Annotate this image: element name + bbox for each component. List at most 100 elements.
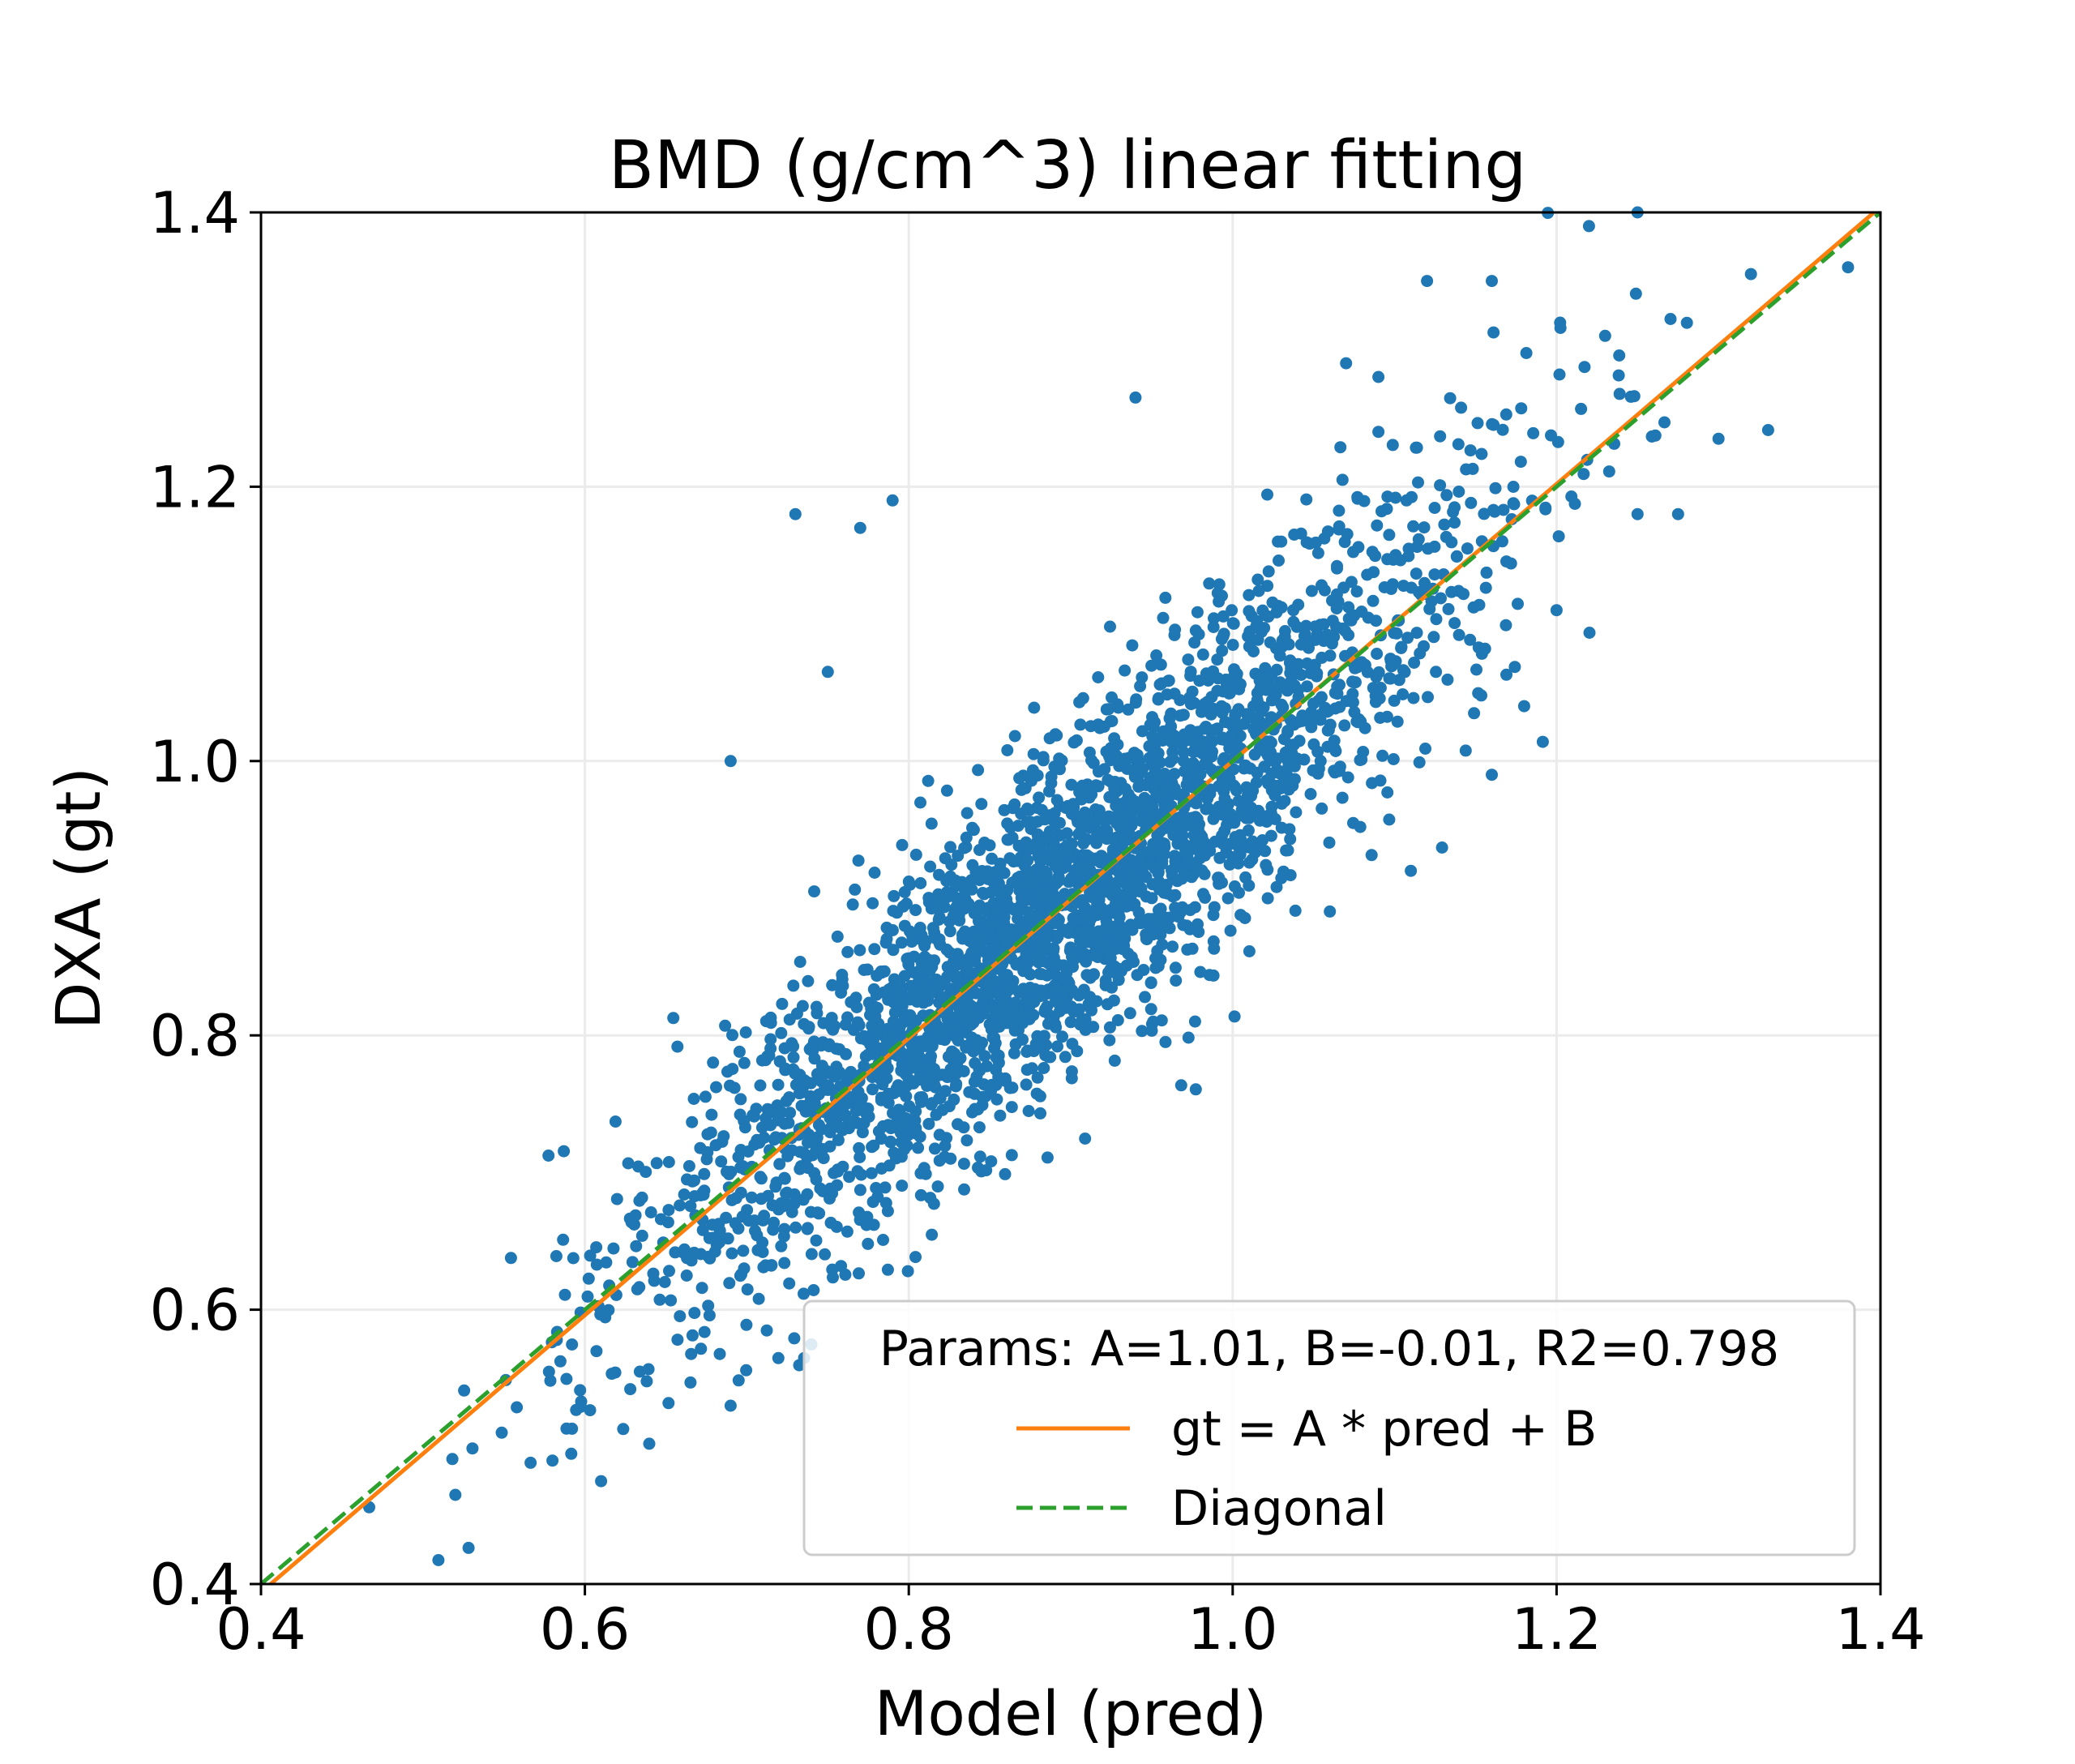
scatter-point xyxy=(1407,691,1420,704)
scatter-point xyxy=(1457,588,1470,601)
scatter-point xyxy=(1154,658,1167,671)
scatter-point xyxy=(729,1217,742,1230)
scatter-point xyxy=(1412,533,1425,546)
scatter-point xyxy=(1005,931,1018,944)
scatter-point xyxy=(951,958,964,971)
scatter-point xyxy=(787,1051,800,1064)
scatter-point xyxy=(1182,1031,1195,1044)
scatter-point xyxy=(1243,605,1256,618)
scatter-point xyxy=(856,1126,869,1139)
scatter-point xyxy=(841,1225,854,1238)
scatter-point xyxy=(1008,1047,1020,1060)
scatter-point xyxy=(721,1232,734,1245)
scatter-point xyxy=(1361,568,1374,581)
scatter-point xyxy=(1008,730,1021,743)
scatter-point xyxy=(724,1079,736,1092)
scatter-point xyxy=(1060,827,1073,840)
scatter-point xyxy=(1245,801,1257,814)
scatter-point xyxy=(957,902,970,915)
scatter-point xyxy=(1545,429,1557,442)
scatter-point xyxy=(754,1079,767,1092)
scatter-point xyxy=(933,868,945,881)
scatter-point xyxy=(973,899,986,912)
scatter-point xyxy=(701,1128,714,1141)
scatter-point xyxy=(1269,812,1281,825)
scatter-point xyxy=(1435,592,1447,605)
y-tick-label: 1.2 xyxy=(150,454,240,520)
scatter-point xyxy=(912,1141,925,1154)
scatter-point xyxy=(1094,831,1107,844)
scatter-point xyxy=(1577,468,1590,481)
scatter-point xyxy=(1261,892,1274,905)
scatter-point xyxy=(828,1070,841,1083)
scatter-point xyxy=(1386,659,1399,672)
scatter-point xyxy=(1568,498,1581,510)
scatter-point xyxy=(860,1218,873,1231)
scatter-point xyxy=(1045,777,1058,790)
scatter-point xyxy=(762,1189,775,1202)
scatter-point xyxy=(1071,1045,1084,1058)
scatter-point xyxy=(688,1174,700,1187)
scatter-point xyxy=(1106,691,1118,704)
legend-entry-fit: gt = A * pred + B xyxy=(1171,1401,1597,1458)
scatter-point xyxy=(1067,961,1079,974)
scatter-point xyxy=(1152,693,1165,706)
scatter-point xyxy=(1074,718,1087,731)
scatter-point xyxy=(1042,1017,1055,1030)
scatter-point xyxy=(973,1121,986,1134)
scatter-point xyxy=(1273,554,1285,567)
scatter-point xyxy=(1536,735,1549,748)
scatter-point xyxy=(989,975,1002,988)
scatter-point xyxy=(700,1153,713,1166)
scatter-point xyxy=(1365,849,1378,862)
scatter-point xyxy=(934,1092,947,1105)
scatter-point xyxy=(1444,392,1457,405)
scatter-point xyxy=(909,848,922,861)
scatter-point xyxy=(1041,830,1054,843)
scatter-point xyxy=(1159,790,1172,802)
scatter-point xyxy=(1304,714,1317,726)
scatter-point xyxy=(854,1184,866,1197)
scatter-point xyxy=(927,1077,940,1090)
scatter-point xyxy=(1039,933,1052,946)
scatter-point xyxy=(1131,751,1144,764)
scatter-point xyxy=(1631,507,1644,520)
scatter-point xyxy=(1077,983,1090,996)
scatter-point xyxy=(1515,402,1528,415)
scatter-point xyxy=(1207,621,1220,633)
scatter-point xyxy=(810,1234,823,1247)
scatter-point xyxy=(798,1287,810,1300)
scatter-point xyxy=(884,1136,897,1149)
scatter-point xyxy=(1349,676,1362,689)
scatter-point xyxy=(1243,945,1256,957)
scatter-point xyxy=(1005,1149,1018,1162)
scatter-point xyxy=(783,1013,796,1026)
scatter-point xyxy=(740,1364,753,1377)
scatter-point xyxy=(1128,770,1141,783)
scatter-point xyxy=(1090,995,1103,1008)
scatter-point xyxy=(1153,756,1166,769)
scatter-point xyxy=(1333,700,1346,713)
scatter-point xyxy=(1372,666,1385,679)
scatter-point xyxy=(1613,349,1626,362)
scatter-point xyxy=(1075,793,1088,806)
scatter-point xyxy=(1254,673,1267,685)
scatter-point xyxy=(1178,746,1191,759)
scatter-point xyxy=(1264,754,1277,767)
scatter-point xyxy=(1281,844,1294,857)
scatter-point xyxy=(1231,721,1244,734)
scatter-point xyxy=(1438,518,1451,531)
scatter-point xyxy=(841,1011,854,1024)
scatter-point xyxy=(930,973,943,986)
scatter-point xyxy=(782,1116,795,1129)
scatter-point xyxy=(1366,546,1379,559)
scatter-point xyxy=(1157,730,1170,743)
scatter-point xyxy=(1149,716,1161,729)
scatter-point xyxy=(995,995,1008,1008)
scatter-point xyxy=(1387,553,1400,566)
scatter-point xyxy=(635,1229,648,1242)
scatter-point xyxy=(1081,911,1094,924)
scatter-point xyxy=(1374,682,1387,694)
scatter-point xyxy=(1038,955,1050,968)
scatter-point xyxy=(1275,535,1288,548)
